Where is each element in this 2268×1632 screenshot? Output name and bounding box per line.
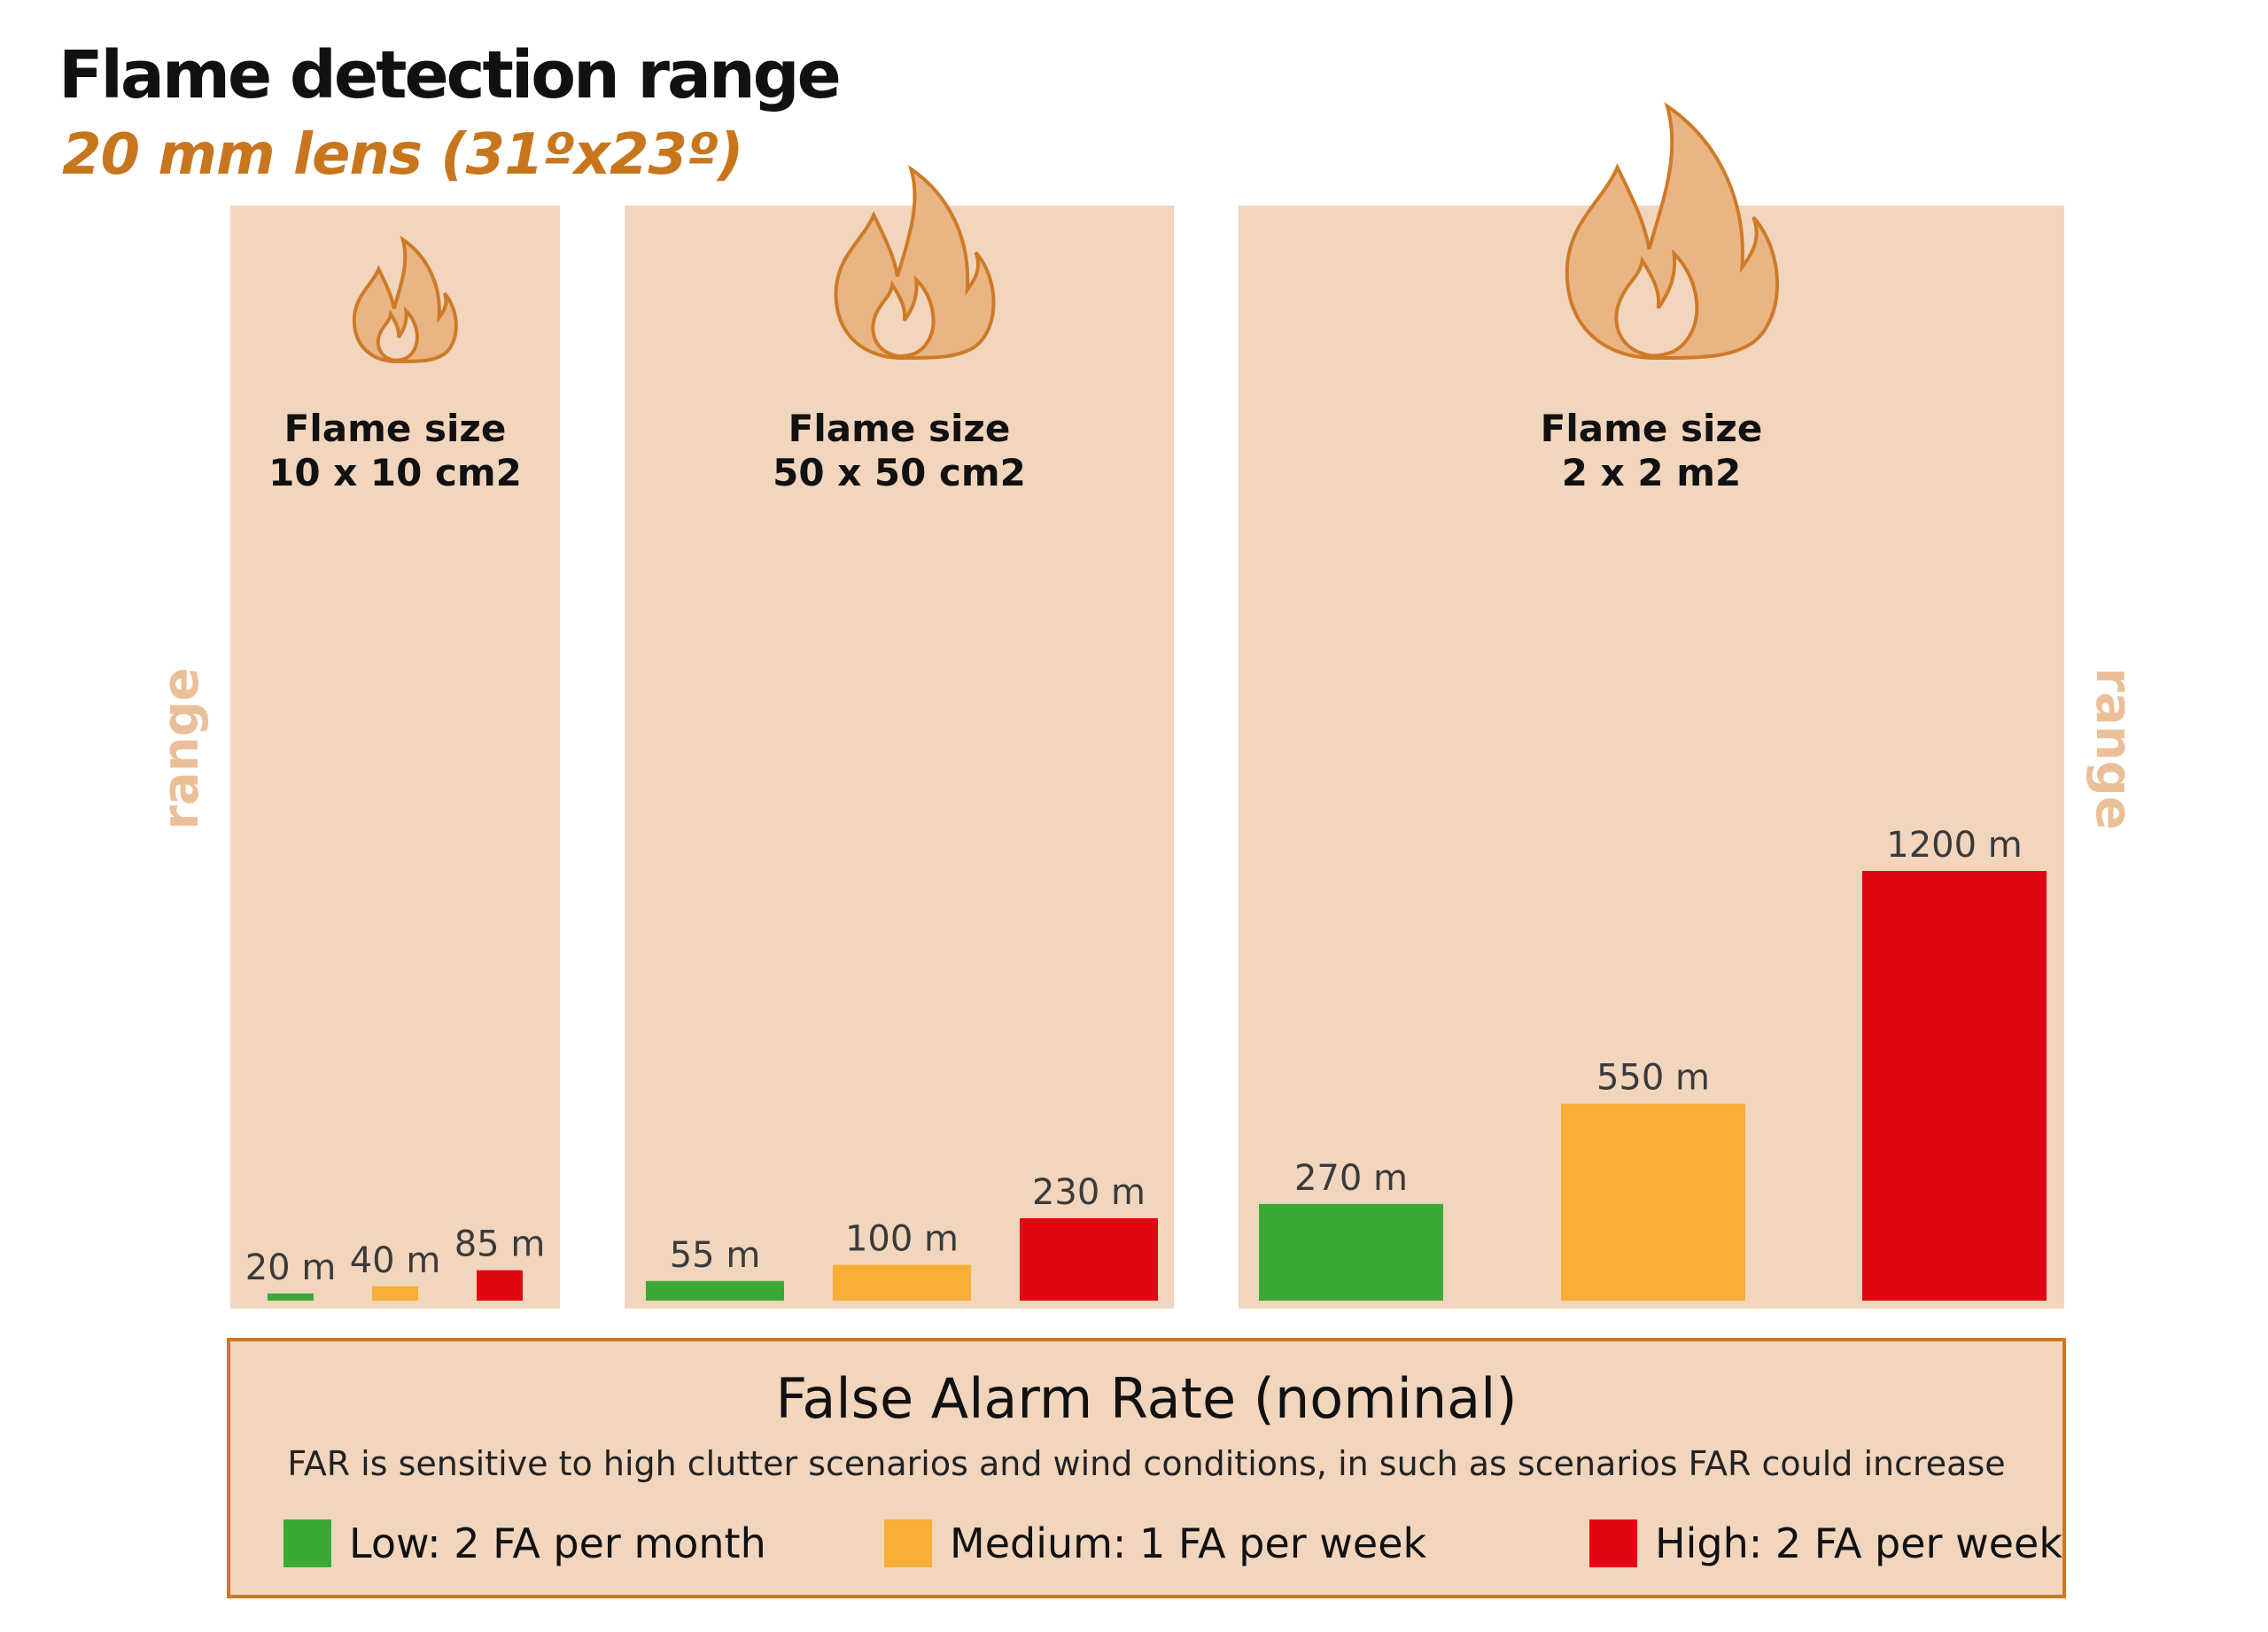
bar — [477, 1270, 523, 1301]
panel-label-line1: Flame size — [284, 407, 507, 450]
flame-icon — [1565, 102, 1780, 360]
chart-title: Flame detection range — [58, 37, 842, 113]
panel-label-line2: 2 x 2 m2 — [1562, 451, 1741, 494]
flame-inner-icon — [376, 306, 419, 362]
panel-bg-2 — [625, 206, 1174, 1309]
flame-inner-icon — [871, 275, 936, 359]
legend-swatch-medium — [884, 1519, 932, 1567]
legend-title: False Alarm Rate (nominal) — [775, 1366, 1518, 1431]
legend-note: FAR is sensitive to high clutter scenari… — [287, 1444, 2006, 1483]
panel-label-line1: Flame size — [1541, 407, 1763, 450]
bar — [646, 1280, 784, 1301]
legend-item-medium: Medium: 1 FA per week — [884, 1519, 1426, 1568]
bar — [833, 1264, 971, 1301]
bar-value-label: 85 m — [454, 1224, 546, 1265]
bar-value-label: 230 m — [1032, 1172, 1146, 1213]
bar-value-label: 100 m — [845, 1219, 959, 1260]
legend-item-low: Low: 2 FA per month — [284, 1519, 766, 1568]
bar-value-label: 270 m — [1294, 1158, 1408, 1199]
far-legend: False Alarm Rate (nominal) FAR is sensit… — [227, 1338, 2066, 1598]
panel-label-line1: Flame size — [788, 407, 1011, 450]
legend-swatch-low — [284, 1519, 331, 1567]
bar — [1561, 1103, 1745, 1301]
bar-value-label: 55 m — [670, 1235, 761, 1276]
panel-bg-1 — [230, 206, 560, 1309]
bar-value-label: 1200 m — [1886, 825, 2022, 866]
legend-item-high: High: 2 FA per week — [1589, 1519, 2062, 1568]
panel-label-line2: 50 x 50 cm2 — [773, 451, 1026, 494]
bar-value-label: 20 m — [245, 1247, 337, 1288]
flame-inner-icon — [1614, 248, 1699, 358]
legend-label-low: Low: 2 FA per month — [349, 1519, 766, 1567]
bar — [1862, 871, 2047, 1301]
bar — [268, 1293, 314, 1301]
bar — [372, 1286, 418, 1301]
bar — [1259, 1203, 1443, 1301]
bar — [1020, 1218, 1158, 1301]
chart-subtitle: 20 mm lens (31ºx23º) — [62, 122, 743, 188]
legend-label-medium: Medium: 1 FA per week — [950, 1519, 1427, 1567]
legend-label-high: High: 2 FA per week — [1655, 1519, 2062, 1567]
legend-swatch-high — [1589, 1519, 1637, 1567]
panel-label-line2: 10 x 10 cm2 — [268, 451, 522, 494]
bar-value-label: 550 m — [1596, 1058, 1710, 1099]
flame-icon — [834, 165, 996, 361]
bar-value-label: 40 m — [350, 1240, 441, 1281]
